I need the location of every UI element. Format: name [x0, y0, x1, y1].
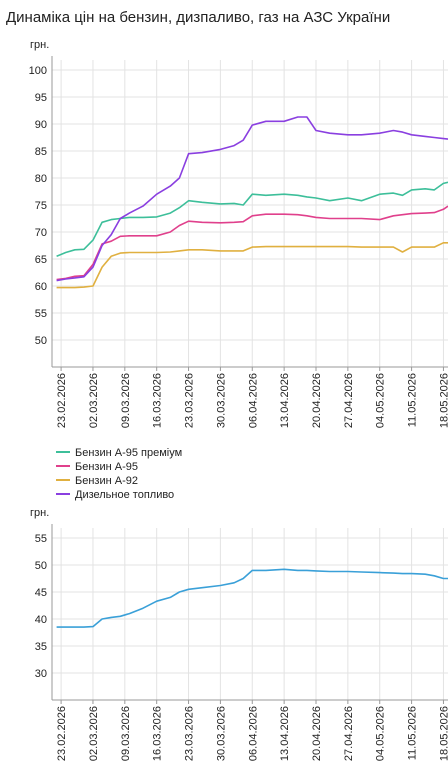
- x-tick-label: 30.03.2026: [215, 373, 227, 428]
- y-tick-label: 60: [35, 281, 47, 293]
- y-tick-label: 65: [35, 254, 47, 266]
- x-tick-label: 23.02.2026: [56, 706, 68, 761]
- data-line: [56, 205, 448, 281]
- x-tick-label: 06.04.2026: [247, 706, 259, 761]
- x-tick-label: 13.04.2026: [279, 373, 291, 428]
- x-tick-label: 13.04.2026: [279, 706, 291, 761]
- legend-label: Дизельное топливо: [75, 489, 174, 501]
- x-tick-label: 27.04.2026: [343, 373, 355, 428]
- x-tick-label: 16.03.2026: [152, 373, 164, 428]
- data-line: [56, 568, 448, 628]
- legend-label: Бензин А-95: [75, 461, 138, 473]
- x-tick-label: 02.03.2026: [88, 373, 100, 428]
- chart-title: Динаміка цін на бензин, дизпаливо, газ н…: [6, 9, 390, 26]
- x-tick-label: 06.04.2026: [247, 373, 259, 428]
- x-tick-label: 20.04.2026: [311, 373, 323, 428]
- y-tick-label: 85: [35, 146, 47, 158]
- x-tick-label: 23.03.2026: [184, 706, 196, 761]
- x-tick-label: 04.05.2026: [375, 373, 387, 428]
- x-tick-label: 23.02.2026: [56, 373, 68, 428]
- y-tick-label: 90: [35, 119, 47, 131]
- x-tick-label: 02.03.2026: [88, 706, 100, 761]
- y-tick-label: 55: [35, 308, 47, 320]
- y-axis-label: грн.: [30, 39, 49, 51]
- y-tick-label: 30: [35, 668, 47, 680]
- y-tick-label: 40: [35, 614, 47, 626]
- y-tick-label: 80: [35, 173, 47, 185]
- y-tick-label: 35: [35, 641, 47, 653]
- y-tick-label: 95: [35, 92, 47, 104]
- x-tick-label: 16.03.2026: [152, 706, 164, 761]
- x-tick-label: 18.05.2026: [438, 373, 448, 428]
- x-tick-label: 09.03.2026: [120, 373, 132, 428]
- y-tick-label: 45: [35, 587, 47, 599]
- data-line: [56, 242, 448, 289]
- y-tick-label: 50: [35, 335, 47, 347]
- y-tick-label: 75: [35, 200, 47, 212]
- legend-label: Бензин А-95 преміум: [75, 447, 182, 459]
- x-tick-label: 30.03.2026: [215, 706, 227, 761]
- data-line: [56, 181, 448, 258]
- y-tick-label: 55: [35, 533, 47, 545]
- x-tick-label: 09.03.2026: [120, 706, 132, 761]
- x-tick-label: 04.05.2026: [375, 706, 387, 761]
- y-tick-label: 100: [29, 65, 47, 77]
- y-axis-label: грн.: [30, 507, 49, 519]
- y-tick-label: 70: [35, 227, 47, 239]
- x-tick-label: 11.05.2026: [407, 706, 419, 760]
- data-line: [56, 116, 448, 282]
- x-tick-label: 11.05.2026: [407, 373, 419, 427]
- x-tick-label: 23.03.2026: [184, 373, 196, 428]
- x-tick-label: 20.04.2026: [311, 706, 323, 761]
- x-tick-label: 18.05.2026: [438, 706, 448, 761]
- y-tick-label: 50: [35, 560, 47, 572]
- legend-label: Бензин А-92: [75, 475, 138, 487]
- x-tick-label: 27.04.2026: [343, 706, 355, 761]
